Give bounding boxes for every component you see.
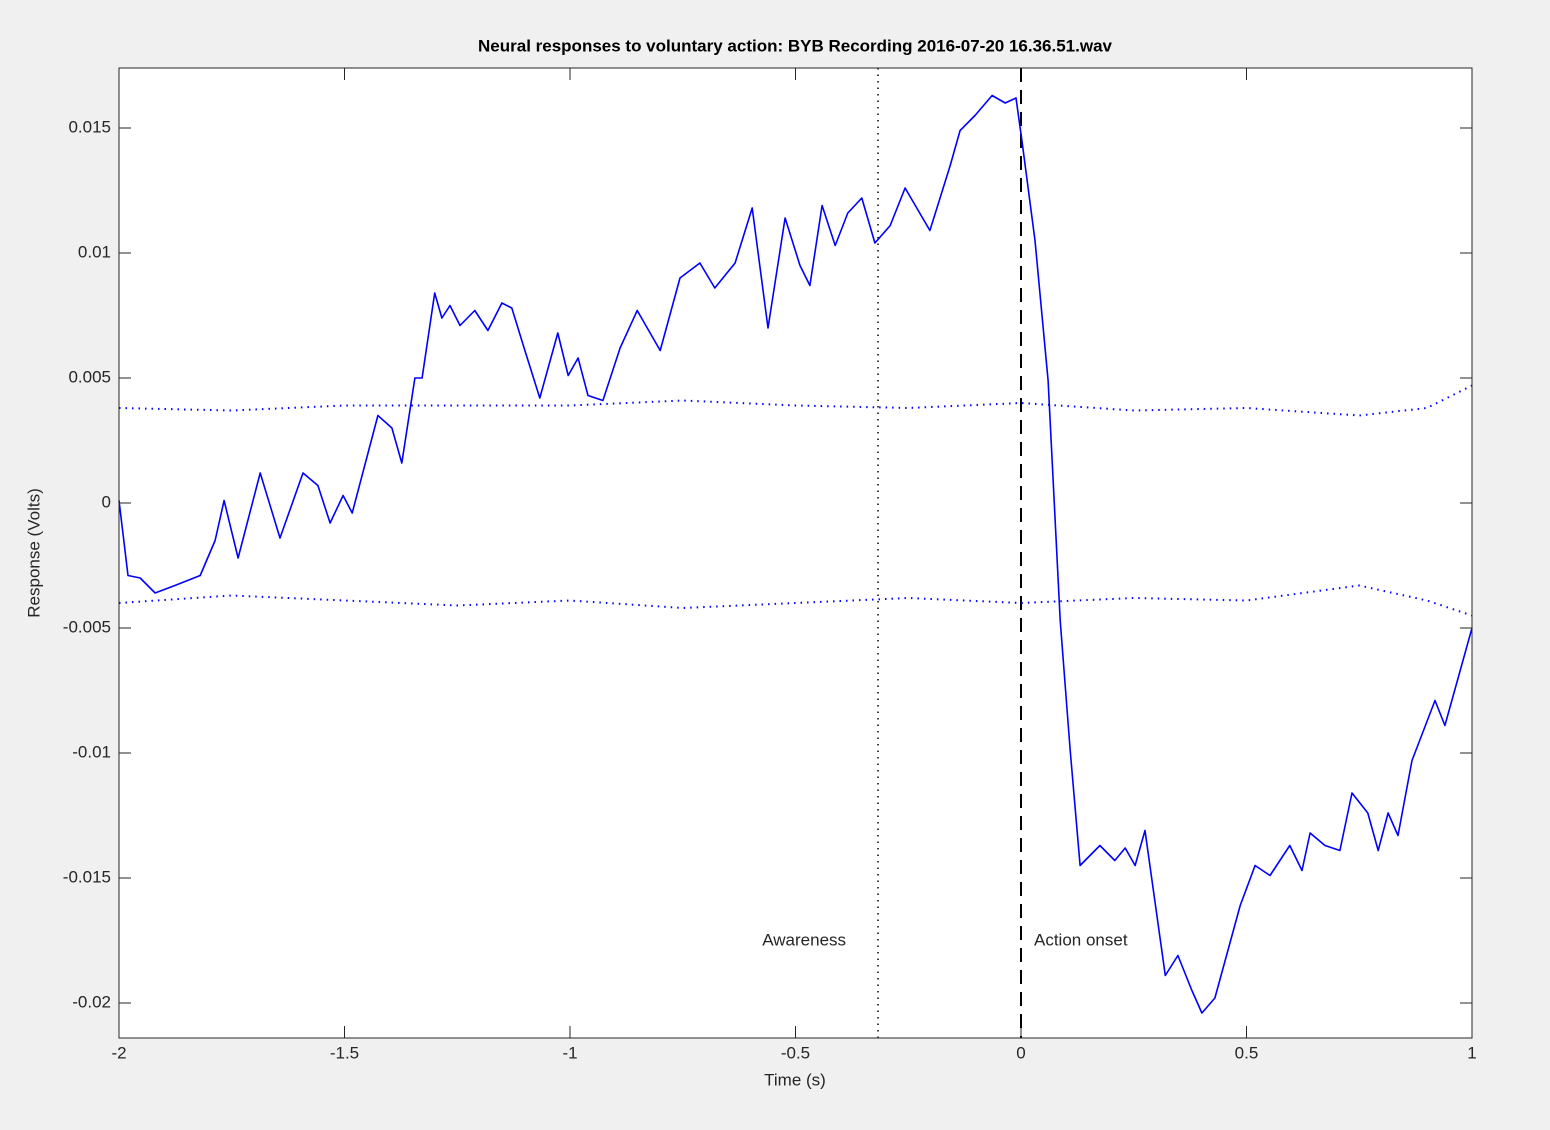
annotation: Awareness <box>762 930 846 949</box>
series-line <box>118 94 1473 1014</box>
y-tick-label: 0.005 <box>68 367 111 386</box>
y-tick-label: 0.015 <box>68 117 111 136</box>
x-tick-label: -2 <box>111 1043 126 1062</box>
y-tick-label: 0 <box>102 492 111 511</box>
x-tick-label: -1 <box>562 1043 577 1062</box>
x-tick-label: 1 <box>1467 1043 1476 1062</box>
x-tick-label: -1.5 <box>330 1043 359 1062</box>
y-tick-label: -0.01 <box>72 742 111 761</box>
y-tick-label: 0.01 <box>78 242 111 261</box>
plot-area <box>119 68 1472 1038</box>
y-axis-label: Response (Volts) <box>24 488 43 617</box>
y-tick-label: -0.015 <box>63 867 111 886</box>
x-axis-label: Time (s) <box>764 1070 826 1089</box>
x-tick-label: -0.5 <box>781 1043 810 1062</box>
annotation: Action onset <box>1034 930 1128 949</box>
x-tick-label: 0 <box>1016 1043 1025 1062</box>
y-tick-label: -0.02 <box>72 992 111 1011</box>
chart-title: Neural responses to voluntary action: BY… <box>478 36 1113 55</box>
y-tick-label: -0.005 <box>63 617 111 636</box>
series-line <box>118 384 1473 417</box>
x-tick-label: 0.5 <box>1235 1043 1259 1062</box>
axes-box <box>118 67 1473 1039</box>
